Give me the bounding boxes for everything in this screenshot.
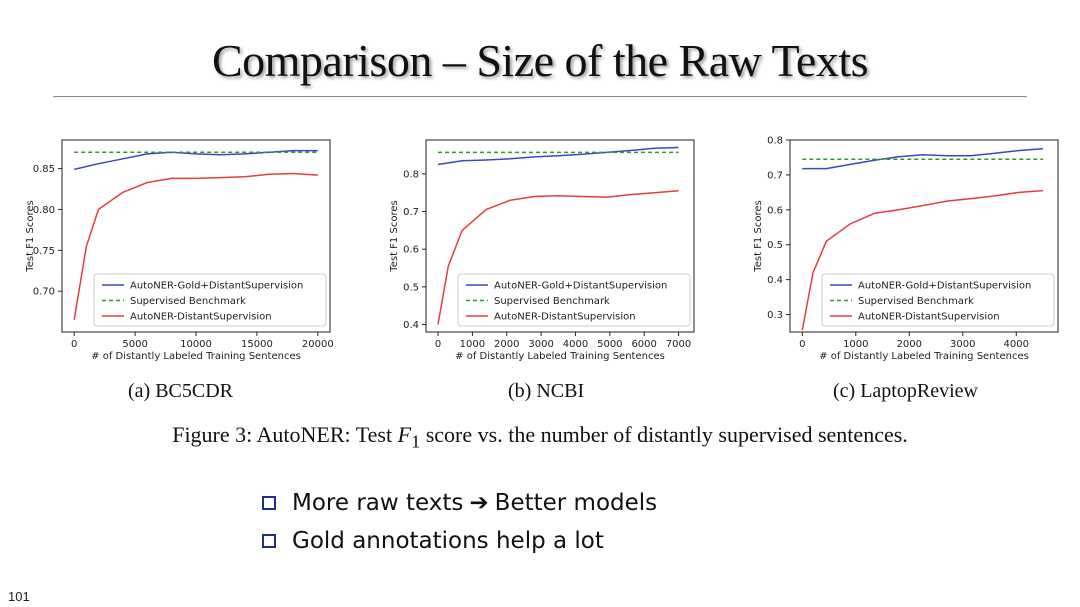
- chart-ncbi: 0.4 0.5 0.6 0.7 0.8 0 1000 2000 3000 4000 5000 6000…: [389, 139, 695, 362]
- bullet-list: More raw texts ➔ Better models Gold anno…: [262, 484, 657, 560]
- bullet-item: More raw texts ➔ Better models: [262, 484, 657, 522]
- x-tick-label: 0: [799, 339, 805, 350]
- y-tick-label: 0.70: [33, 287, 55, 298]
- bullet-item: Gold annotations help a lot: [262, 522, 657, 560]
- y-axis-label: Test F1 Scores: [389, 200, 400, 272]
- legend-box: [821, 273, 1055, 327]
- x-tick-label: 6000: [631, 339, 656, 350]
- slide-title: Comparison – Size of the Raw Texts: [211, 35, 869, 86]
- y-axis-label: Test F1 Scores: [25, 200, 36, 272]
- bullet-text: Gold annotations help a lot: [292, 528, 604, 554]
- x-axis-label: # of Distantly Labeled Training Sentence…: [455, 351, 665, 362]
- series-line-blue: [437, 146, 679, 166]
- checkbox-bullet-icon: [262, 496, 276, 510]
- series-line-blue: [802, 147, 1044, 170]
- y-tick-label: 0.3: [767, 310, 783, 321]
- y-tick-label: 0.7: [767, 170, 783, 181]
- y-tick-label: 0.85: [33, 164, 55, 175]
- y-tick-label: 0.7: [403, 207, 419, 218]
- x-axis-label: # of Distantly Labeled Training Sentence…: [91, 351, 301, 362]
- legend-label: AutoNER-DistantSupervision: [494, 312, 636, 323]
- x-tick-label: 1000: [460, 339, 485, 350]
- x-tick-label: 7000: [666, 339, 691, 350]
- y-tick-label: 0.6: [767, 205, 783, 216]
- caption-subscript: 1: [411, 431, 421, 452]
- y-axis-label: Test F1 Scores: [753, 200, 764, 272]
- x-tick-label: 5000: [122, 339, 147, 350]
- right-arrow-icon: ➔: [469, 490, 489, 516]
- checkbox-bullet-icon: [262, 534, 276, 548]
- series-line-red: [437, 190, 679, 325]
- x-axis-label: # of Distantly Labeled Training Sentence…: [819, 351, 1029, 362]
- bullet-text-after: Better models: [494, 490, 658, 516]
- caption-variable: F: [397, 422, 412, 447]
- caption-suffix: score vs. the number of distantly superv…: [420, 422, 908, 447]
- subcaption-ncbi: (b) NCBI: [508, 380, 585, 402]
- y-tick-label: 0.6: [403, 245, 419, 256]
- legend-label: AutoNER-Gold+DistantSupervision: [858, 281, 1031, 292]
- x-tick-label: 3000: [950, 339, 975, 350]
- y-tick-label: 0.5: [767, 240, 783, 251]
- y-tick-label: 0.5: [403, 282, 419, 293]
- series-line-red: [801, 189, 1044, 331]
- chart-laptopreview: 0.3 0.4 0.5 0.6 0.7 0.8 0 1000 2000 3000 4000# of …: [753, 136, 1059, 362]
- page-number: 101: [8, 589, 30, 604]
- x-tick-label: 2000: [897, 339, 922, 350]
- subcaption-laptopreview: (c) LaptopReview: [833, 380, 978, 402]
- subcaption-bc5cdr: (a) BC5CDR: [128, 380, 233, 402]
- legend-label: Supervised Benchmark: [494, 296, 610, 307]
- legend-label: Supervised Benchmark: [858, 296, 974, 307]
- x-tick-label: 0: [435, 339, 441, 350]
- bullet-text-before: More raw texts: [292, 490, 464, 516]
- x-tick-label: 5000: [597, 339, 622, 350]
- legend-label: AutoNER-DistantSupervision: [858, 312, 1000, 323]
- chart-bc5cdr: 0.70 0.75 0.80 0.85 0 5000 10000 15000 20000# of…: [25, 139, 334, 362]
- y-tick-label: 0.8: [767, 136, 783, 147]
- x-tick-label: 0: [71, 339, 77, 350]
- y-tick-label: 0.80: [33, 205, 55, 216]
- title-divider: [53, 96, 1027, 97]
- y-tick-label: 0.8: [403, 169, 419, 180]
- legend-label: Supervised Benchmark: [130, 296, 246, 307]
- legend-box: [457, 273, 691, 327]
- series-line-red: [73, 172, 318, 320]
- x-tick-label: 4000: [1004, 339, 1029, 350]
- x-tick-label: 4000: [563, 339, 588, 350]
- caption-prefix: Figure 3: AutoNER: Test: [172, 422, 398, 447]
- legend-label: AutoNER-Gold+DistantSupervision: [130, 281, 303, 292]
- x-tick-label: 1000: [843, 339, 868, 350]
- y-tick-label: 0.4: [767, 275, 783, 286]
- x-tick-label: 15000: [241, 339, 273, 350]
- y-tick-label: 0.75: [33, 246, 55, 257]
- x-tick-label: 20000: [302, 339, 334, 350]
- legend-label: AutoNER-Gold+DistantSupervision: [494, 281, 667, 292]
- legend-label: AutoNER-DistantSupervision: [130, 312, 272, 323]
- x-tick-label: 2000: [494, 339, 519, 350]
- x-tick-label: 10000: [180, 339, 212, 350]
- legend-box: [93, 273, 327, 327]
- figure-caption: Figure 3: AutoNER: Test F1 score vs. the…: [0, 422, 1080, 452]
- y-tick-label: 0.4: [403, 320, 419, 331]
- x-tick-label: 3000: [528, 339, 553, 350]
